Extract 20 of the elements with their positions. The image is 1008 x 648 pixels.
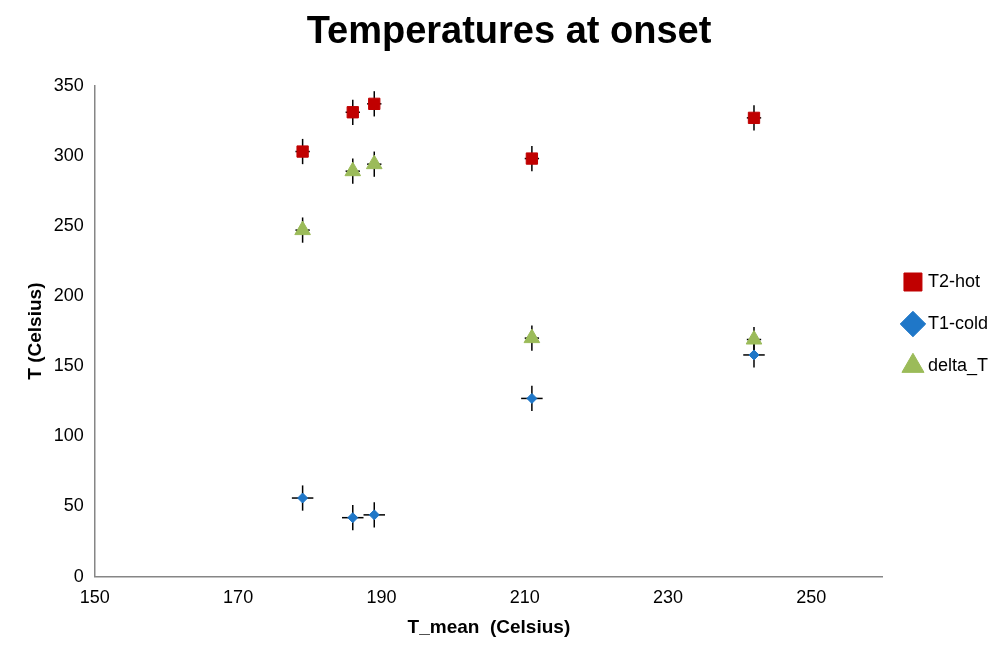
- x-tick-label: 230: [652, 587, 684, 608]
- y-axis-title: T (Celsius): [23, 282, 45, 380]
- y-tick-label: 150: [53, 355, 84, 376]
- y-tick-label: 200: [53, 285, 84, 305]
- x-axis-title: T_mean (Celsius): [407, 615, 571, 637]
- y-tick-label: 0: [73, 565, 84, 586]
- chart-title: Temperatures at onset: [306, 9, 712, 52]
- y-tick-label: 100: [53, 425, 84, 446]
- y-tick-label: 350: [53, 74, 84, 95]
- x-tick-label: 190: [366, 587, 397, 608]
- x-tick-label: 210: [509, 587, 540, 608]
- y-tick-label: 250: [53, 214, 84, 235]
- legend-label: delta_T: [927, 354, 989, 376]
- x-tick-label: 170: [223, 587, 254, 608]
- legend-label: T1-cold: [927, 312, 988, 333]
- y-tick-label: 300: [53, 144, 84, 165]
- legend-label: T2-hot: [927, 270, 980, 291]
- x-tick-label: 250: [796, 587, 827, 608]
- y-tick-label: 50: [63, 495, 84, 516]
- x-tick-label: 150: [79, 587, 110, 608]
